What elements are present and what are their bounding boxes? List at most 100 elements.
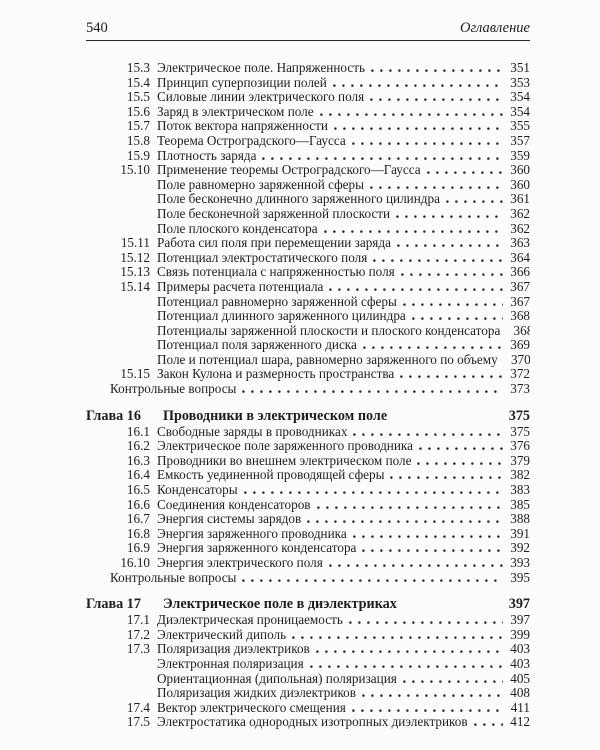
entry-page-ref: 405 bbox=[510, 671, 530, 686]
entry-page-ref: 359 bbox=[510, 148, 530, 163]
dot-leader bbox=[309, 664, 503, 668]
entry-number: 15.3 bbox=[126, 61, 150, 75]
toc-entry: 15.6 Заряд в электрическом поле 354 bbox=[86, 105, 530, 120]
entry-title: Поле бесконечно длинного заряженного цил… bbox=[157, 192, 440, 207]
dot-leader bbox=[370, 98, 503, 102]
toc-entry: 16.9 Энергия заряженного конденсатора 392 bbox=[86, 541, 530, 556]
dot-leader bbox=[445, 200, 503, 204]
entry-page-ref: 360 bbox=[510, 163, 530, 178]
dot-leader bbox=[426, 171, 503, 175]
entry-number: 15.15 bbox=[120, 367, 150, 382]
entry-title: Вектор электрического смещения bbox=[157, 700, 346, 715]
entry-number: 17.3 bbox=[126, 642, 150, 657]
entry-title: Контрольные вопросы bbox=[110, 570, 237, 585]
toc-entry: 15.3 Электрическое поле. Напряженность 351 bbox=[86, 61, 530, 76]
entry-page-ref: 399 bbox=[510, 627, 530, 642]
entry-title: Принцип суперпозиции полей bbox=[157, 75, 327, 90]
entry-title: Связь потенциала с напряженностью поля bbox=[157, 265, 395, 280]
entry-number: 15.5 bbox=[126, 90, 150, 105]
toc-entry: Поле плоского конденсатора 362 bbox=[86, 222, 530, 237]
entry-number: 17.2 bbox=[126, 627, 150, 642]
entry-title: Плотность заряда bbox=[157, 148, 257, 163]
toc-entry: 16.2 Электрическое поле заряженного прово… bbox=[86, 439, 530, 454]
toc-entry: 15.7 Поток вектора напряженности 355 bbox=[86, 119, 530, 134]
dot-leader bbox=[400, 375, 503, 379]
entry-title: Ориентационная (дипольная) поляризация bbox=[157, 671, 397, 686]
entry-number: 15.6 bbox=[126, 104, 150, 119]
toc-entry: 16.10 Энергия электрического поля 393 bbox=[86, 556, 530, 571]
dot-leader bbox=[351, 708, 503, 712]
dot-leader bbox=[333, 127, 503, 131]
entry-title: Конденсаторы bbox=[157, 483, 238, 498]
toc-entry: Ориентационная (дипольная) поляризация 40… bbox=[86, 672, 530, 687]
dot-leader bbox=[351, 141, 503, 145]
entry-title: Электрический диполь bbox=[157, 627, 287, 642]
entry-page-ref: 369 bbox=[510, 338, 530, 353]
toc-entry: 16.8 Энергия заряженного проводника 391 bbox=[86, 527, 530, 542]
chapter-page-ref: 375 bbox=[508, 408, 530, 424]
entry-number: 15.13 bbox=[120, 265, 150, 280]
entry-page-ref: 360 bbox=[510, 177, 530, 192]
page-content: 540 Оглавление 15.3 Электрическое поле. Н… bbox=[86, 20, 530, 730]
entry-number: 15.10 bbox=[120, 163, 150, 178]
entry-number: 15.9 bbox=[126, 148, 150, 163]
entry-title: Поле плоского конденсатора bbox=[157, 221, 318, 236]
entry-title: Потенциал поля заряженного диска bbox=[157, 338, 357, 353]
entry-page-ref: 362 bbox=[510, 221, 530, 236]
dot-leader bbox=[373, 258, 503, 262]
toc-entry: 16.7 Энергия системы зарядов 388 bbox=[86, 512, 530, 527]
entry-page-ref: 385 bbox=[510, 497, 530, 512]
entry-number: 16.1 bbox=[126, 424, 150, 439]
dot-leader bbox=[402, 302, 503, 306]
entry-number: 15.11 bbox=[120, 236, 150, 251]
entry-page-ref: 403 bbox=[510, 642, 530, 657]
toc-entry: 15.12 Потенциал электростатического поля 3… bbox=[86, 251, 530, 266]
entry-page-ref: 411 bbox=[510, 700, 530, 715]
entry-title: Электрическое поле. Напряженность bbox=[157, 61, 365, 75]
toc-block: Глава 16 Проводники в электрическом поле 3… bbox=[86, 409, 530, 586]
toc-entry: Потенциал поля заряженного диска 369 bbox=[86, 338, 530, 353]
entry-title: Закон Кулона и размерность пространства bbox=[157, 367, 395, 382]
toc-entry: Потенциалы заряженной плоскости и плоско… bbox=[86, 324, 530, 339]
dot-leader bbox=[242, 390, 503, 394]
toc-entry: 15.14 Примеры расчета потенциала 367 bbox=[86, 280, 530, 295]
toc-entry: 15.5 Силовые линии электрического поля 354 bbox=[86, 90, 530, 105]
entry-number: 15.8 bbox=[126, 133, 150, 148]
chapter-page-ref: 397 bbox=[508, 597, 530, 613]
dot-leader bbox=[292, 635, 503, 639]
toc-entry: Поле бесконечной заряженной плоскости 362 bbox=[86, 207, 530, 222]
entry-page-ref: 383 bbox=[510, 483, 530, 498]
entry-page-ref: 397 bbox=[510, 613, 530, 628]
dot-leader bbox=[473, 723, 503, 727]
entry-page-ref: 368 bbox=[510, 309, 530, 324]
dot-leader bbox=[417, 461, 503, 465]
toc-block: 15.3 Электрическое поле. Напряженность 351… bbox=[86, 61, 530, 397]
entry-page-ref: 393 bbox=[510, 556, 530, 570]
running-title: Оглавление bbox=[460, 20, 530, 36]
entry-page-ref: 357 bbox=[510, 133, 530, 148]
entry-title: Примеры расчета потенциала bbox=[157, 279, 324, 294]
entry-page-ref: 363 bbox=[510, 236, 530, 251]
entry-title: Поле и потенциал шара, равномерно заряже… bbox=[157, 352, 498, 367]
entry-number: 16.6 bbox=[126, 497, 150, 512]
dot-leader bbox=[243, 491, 503, 495]
entry-page-ref: 366 bbox=[510, 265, 530, 280]
toc-entry: 15.8 Теорема Остроградского—Гаусса 357 bbox=[86, 134, 530, 149]
entry-title: Свободные заряды в проводниках bbox=[157, 424, 348, 439]
dot-leader bbox=[353, 432, 503, 436]
entry-number: 15.7 bbox=[126, 119, 150, 134]
dot-leader bbox=[332, 83, 503, 87]
dot-leader bbox=[352, 534, 503, 538]
chapter-label: Глава 16 bbox=[86, 408, 141, 424]
entry-page-ref: 361 bbox=[510, 192, 530, 207]
toc-entry: Контрольные вопросы 395 bbox=[86, 571, 530, 586]
entry-title: Работа сил поля при перемещении заряда bbox=[157, 236, 391, 251]
toc-entry: 15.9 Плотность заряда 359 bbox=[86, 149, 530, 164]
entry-number: 17.5 bbox=[126, 715, 150, 730]
toc-entry: 17.5 Электростатика однородных изотропных… bbox=[86, 715, 530, 730]
entry-title: Электронная поляризация bbox=[157, 656, 304, 671]
entry-title: Потенциалы заряженной плоскости и плоско… bbox=[157, 323, 501, 338]
entry-title: Заряд в электрическом поле bbox=[157, 104, 314, 119]
entry-title: Поле равномерно заряженной сферы bbox=[157, 177, 364, 192]
